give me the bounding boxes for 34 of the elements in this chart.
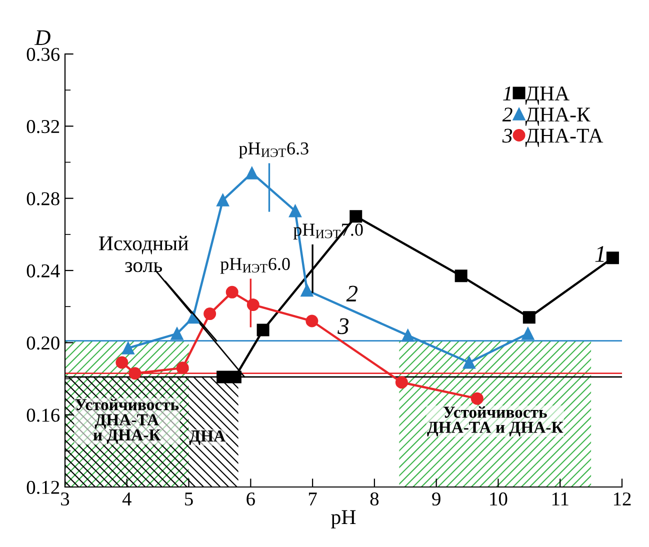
legend-label: ДНА-К	[525, 108, 590, 126]
x-tick-label: 8	[370, 492, 379, 506]
x-tick-label: 12	[614, 492, 631, 506]
x-tick-label: 10	[490, 492, 508, 506]
x-tick-label: 9	[432, 492, 440, 506]
band-label: Устойчивость ДНА-ТА и ДНА-К	[427, 406, 564, 436]
text: 1	[595, 246, 604, 262]
y-axis-title: D	[34, 30, 50, 45]
y-tick-label: 0.20	[26, 336, 60, 350]
annotation: Исходный золь	[99, 236, 188, 272]
annotation: 1	[503, 86, 511, 100]
x-tick-label: 5	[185, 492, 193, 506]
x-tick-label: 3	[61, 492, 70, 506]
y-tick-label: 0.12	[26, 480, 60, 494]
x-tick-label: 11	[552, 492, 568, 506]
annotation: 2	[502, 108, 512, 122]
legend-label: ДНА	[525, 86, 570, 105]
x-tick-label: 6	[246, 492, 255, 506]
band-label: Устойчивость ДНА-ТА и ДНА-К	[75, 398, 179, 444]
y-tick-label: 0.36	[26, 48, 60, 62]
y-tick-label: 0.32	[26, 120, 60, 134]
annotation: pH$_{ИЭТ}$6.0	[220, 258, 290, 274]
x-tick-label: 4	[122, 492, 132, 506]
band-label: ДНА	[189, 430, 226, 446]
annotation: 3	[502, 128, 512, 143]
text: 3	[338, 318, 349, 334]
x-axis-title: pH	[331, 510, 356, 528]
y-tick-label: 0.28	[26, 192, 60, 206]
y-tick-label: 0.24	[26, 264, 60, 278]
legend-label: ДНА-ТА	[525, 128, 604, 147]
x-tick-label: 7	[308, 492, 317, 506]
y-tick-label: 0.16	[26, 408, 60, 422]
annotation: pH$_{ИЭТ}$6.3	[238, 142, 308, 158]
text: 2	[346, 286, 358, 302]
